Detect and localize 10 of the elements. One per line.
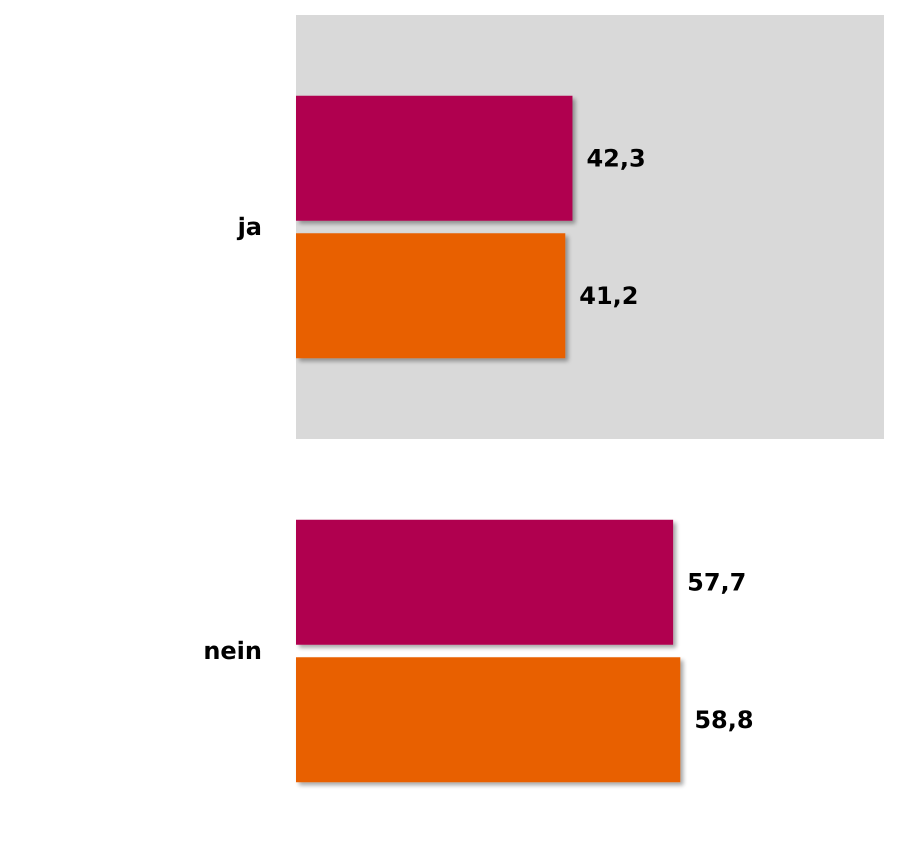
data-label: 41,2 xyxy=(579,282,638,310)
data-label: 57,7 xyxy=(687,568,746,596)
data-label: 58,8 xyxy=(694,706,754,734)
y-tick-label: nein xyxy=(203,637,262,665)
data-label: 42,3 xyxy=(586,144,646,172)
bar xyxy=(296,520,674,645)
y-tick-label: ja xyxy=(236,213,262,241)
bar xyxy=(296,96,572,221)
bar xyxy=(296,657,680,782)
bar xyxy=(296,233,566,358)
